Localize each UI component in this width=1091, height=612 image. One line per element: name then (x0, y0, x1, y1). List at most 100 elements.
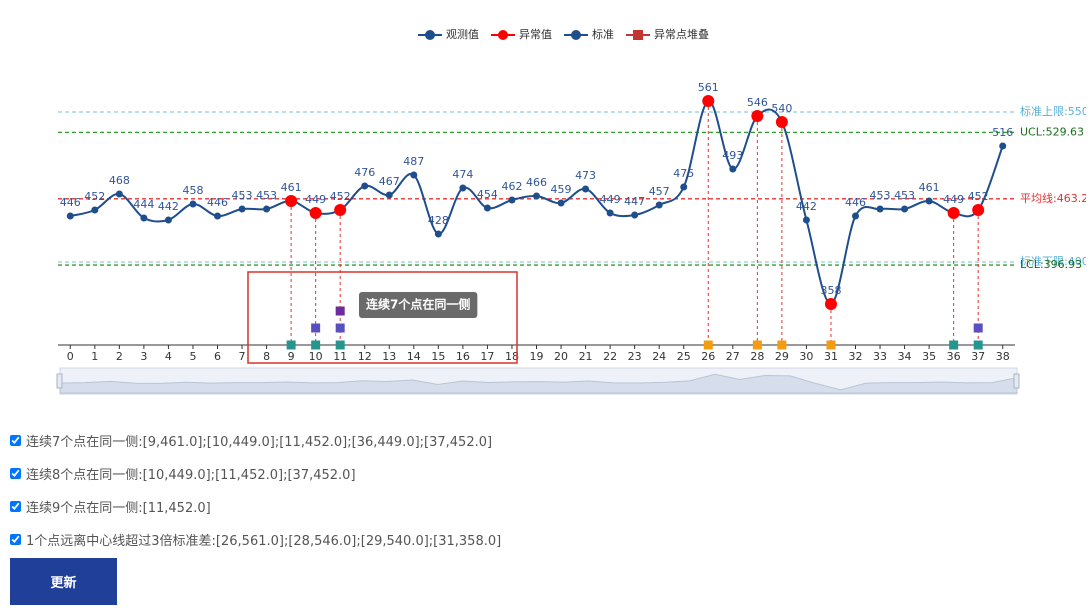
data-label: 468 (109, 174, 130, 187)
data-label: 446 (60, 196, 81, 209)
data-point (680, 183, 688, 191)
data-label: 546 (747, 96, 768, 109)
data-label: 449 (943, 193, 964, 206)
stack-marker (311, 340, 321, 350)
data-label: 461 (919, 181, 940, 194)
data-label: 461 (281, 181, 302, 194)
data-point (164, 216, 172, 224)
anomaly-point (775, 116, 788, 128)
data-label: 428 (428, 214, 449, 227)
rule-checkbox[interactable] (10, 468, 21, 479)
x-tick-label: 3 (140, 350, 147, 363)
data-label: 473 (575, 169, 596, 182)
anomaly-point (947, 207, 960, 219)
x-tick-label: 2 (116, 350, 123, 363)
data-point (876, 205, 884, 213)
data-point (115, 190, 123, 198)
anomaly-point (751, 110, 764, 122)
stack-marker (335, 306, 345, 316)
stack-marker (949, 340, 959, 350)
legend-marker (498, 30, 508, 40)
data-label: 458 (182, 184, 203, 197)
data-label: 459 (551, 183, 572, 196)
anomaly-point (285, 195, 298, 207)
series-line (70, 99, 1004, 305)
x-tick-label: 21 (579, 350, 593, 363)
legend-label: 观测值 (446, 28, 479, 41)
data-point (385, 191, 393, 199)
rule-checkbox[interactable] (10, 534, 21, 545)
data-label: 457 (649, 185, 670, 198)
zoom-handle[interactable] (1013, 373, 1020, 389)
x-tick-label: 27 (726, 350, 740, 363)
rule-item: 连续7个点在同一侧:[9,461.0];[10,449.0];[11,452.0… (10, 431, 492, 450)
stack-marker (335, 340, 345, 350)
x-tick-label: 16 (456, 350, 470, 363)
data-point (729, 165, 737, 173)
x-tick-label: 28 (750, 350, 764, 363)
data-label: 476 (354, 166, 375, 179)
data-point (802, 216, 810, 224)
tooltip-text: 连续7个点在同一侧 (366, 297, 470, 312)
x-tick-label: 22 (603, 350, 617, 363)
data-label: 452 (968, 190, 989, 203)
data-point (655, 201, 663, 209)
tooltip-box (359, 292, 478, 318)
data-point (91, 206, 99, 214)
data-point (925, 197, 933, 205)
x-tick-label: 38 (996, 350, 1010, 363)
x-tick-label: 23 (628, 350, 642, 363)
data-label: 444 (133, 198, 154, 211)
x-tick-label: 7 (239, 350, 246, 363)
data-point (214, 212, 221, 220)
data-label: 474 (452, 168, 473, 181)
reference-label: LCL:396.93 (1020, 258, 1082, 271)
rule-item: 1个点远离中心线超过3倍标准差:[26,561.0];[28,546.0];[2… (10, 530, 501, 549)
data-label: 454 (477, 188, 498, 201)
legend-label: 异常点堆叠 (654, 28, 709, 41)
anomaly-point (334, 204, 347, 216)
data-label: 452 (84, 190, 105, 203)
x-tick-label: 18 (505, 350, 519, 363)
reference-label: 标准下限:400 (1020, 254, 1089, 268)
data-point (483, 204, 491, 212)
data-label: 453 (870, 189, 891, 202)
stack-marker (777, 340, 787, 350)
zoom-handle[interactable] (56, 373, 63, 389)
x-tick-label: 13 (382, 350, 396, 363)
stack-marker (752, 340, 762, 350)
rule-checkbox[interactable] (10, 435, 21, 446)
x-tick-label: 1 (91, 350, 98, 363)
x-tick-label: 20 (554, 350, 568, 363)
data-label: 449 (600, 193, 621, 206)
stack-marker (973, 323, 983, 333)
legend-marker (633, 30, 643, 40)
data-label: 462 (501, 180, 522, 193)
x-tick-label: 5 (189, 350, 196, 363)
data-label: 446 (845, 196, 866, 209)
x-tick-label: 11 (333, 350, 347, 363)
data-point (189, 200, 197, 208)
stack-marker (311, 323, 321, 333)
data-point (508, 196, 516, 204)
rule-text: 1个点远离中心线超过3倍标准差:[26,561.0];[28,546.0];[2… (26, 534, 502, 549)
x-tick-label: 26 (701, 350, 715, 363)
data-label: 447 (624, 195, 645, 208)
legend-marker (571, 30, 581, 40)
x-tick-label: 0 (67, 350, 74, 363)
data-point (410, 171, 418, 179)
tooltip: 连续7个点在同一侧 (359, 292, 478, 318)
reference-label: UCL:529.63 (1020, 125, 1084, 138)
data-point (533, 192, 540, 200)
update-button[interactable]: 更新 (10, 558, 117, 605)
data-label: 453 (256, 189, 277, 202)
data-point (557, 199, 565, 207)
x-tick-label: 31 (824, 350, 838, 363)
legend-marker (425, 30, 435, 40)
data-point (606, 209, 614, 217)
x-tick-label: 15 (431, 350, 445, 363)
rule-checkbox[interactable] (10, 501, 21, 512)
x-tick-label: 33 (873, 350, 887, 363)
data-label: 540 (771, 102, 792, 115)
